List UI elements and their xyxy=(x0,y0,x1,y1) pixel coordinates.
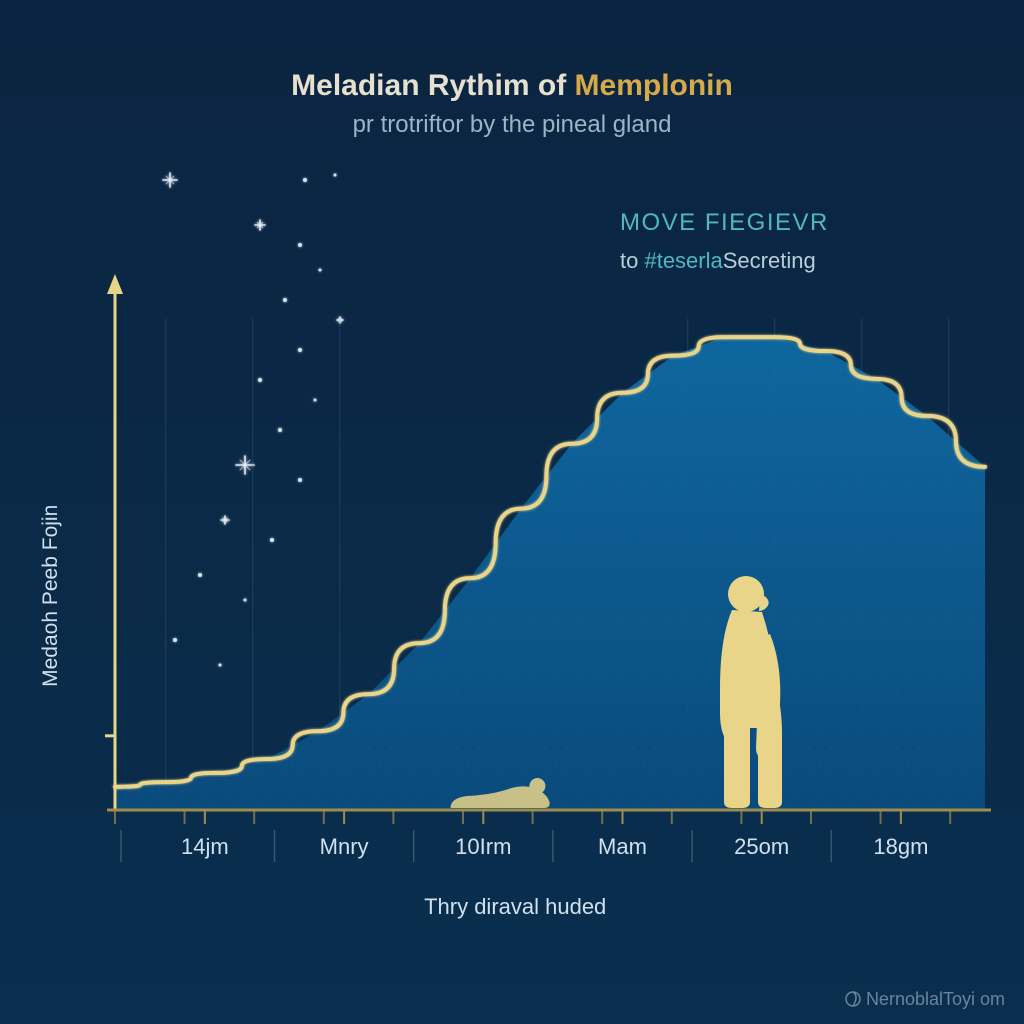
y-axis-title: Medaoh Peeb Fojin xyxy=(39,505,62,687)
x-tick-label: 14jm xyxy=(181,834,229,859)
x-tick-label: 25om xyxy=(734,834,789,859)
infographic-root: 14jm Mnry 10Irm Mam 25om 18gm Thry diraval hud… xyxy=(0,0,1024,1024)
x-tick-label: Mam xyxy=(598,834,647,859)
x-tick-label: 10Irm xyxy=(455,834,511,859)
annotation-line2: to #teserlaSecreting xyxy=(620,248,816,273)
watermark: NernoblalToyi om xyxy=(846,989,1005,1009)
x-tick-label: 18gm xyxy=(873,834,928,859)
watermark-text: NernoblalToyi om xyxy=(866,989,1005,1009)
svg-text:Meladian Rythim of Memplonin: Meladian Rythim of Memplonin xyxy=(291,69,733,102)
subtitle: pr trotriftor by the pineal gland xyxy=(353,111,672,138)
x-axis-title: Thry diraval huded xyxy=(424,894,606,919)
chart-svg: 14jm Mnry 10Irm Mam 25om 18gm Thry diraval hud… xyxy=(0,0,1024,1024)
annotation-line1: MOVE FIEGIEVR xyxy=(620,209,829,236)
x-tick-label: Mnry xyxy=(320,834,369,859)
